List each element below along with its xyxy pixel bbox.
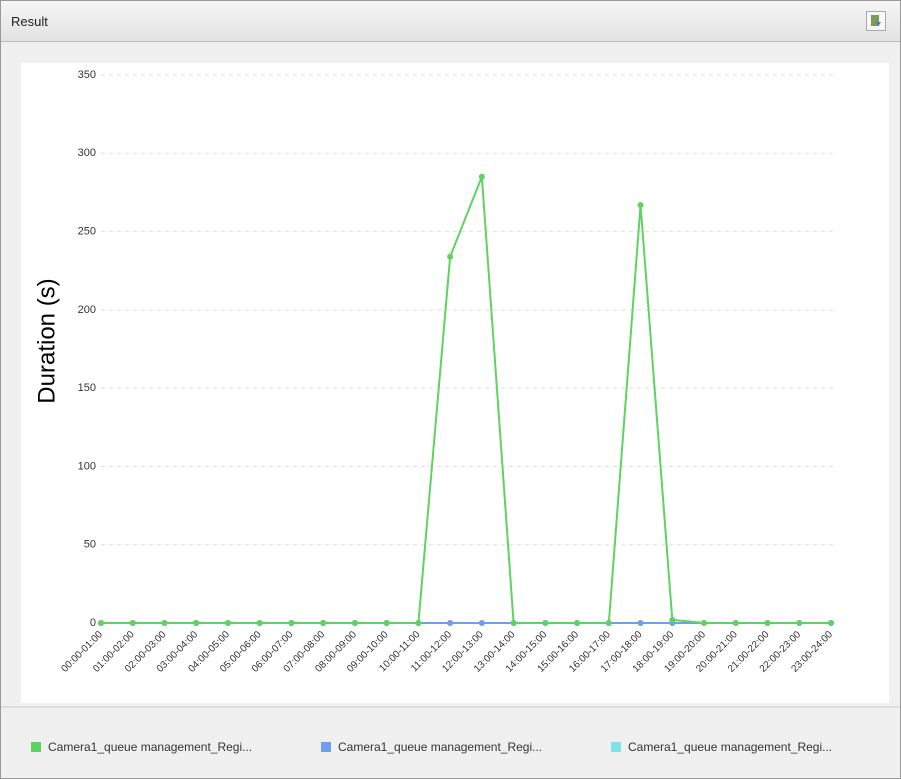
legend-swatch [611, 742, 621, 752]
panel-title: Result [11, 14, 48, 29]
point [605, 620, 612, 626]
point [351, 620, 358, 626]
legend-label: Camera1_queue management_Regi... [628, 740, 832, 754]
point [161, 620, 168, 626]
point [383, 620, 390, 626]
series-line [101, 176, 831, 624]
point [542, 620, 549, 626]
y-tick-label: 350 [78, 69, 96, 81]
y-tick-label: 100 [78, 460, 96, 472]
point [574, 620, 581, 626]
legend-swatch [321, 742, 331, 752]
point [796, 620, 803, 626]
point [637, 620, 644, 626]
point [637, 201, 644, 208]
export-icon [871, 15, 881, 26]
point [828, 620, 834, 626]
y-axis-label: Duration (s) [33, 278, 60, 403]
export-button[interactable] [866, 11, 886, 31]
point [224, 620, 231, 626]
legend-swatch [31, 742, 41, 752]
point [129, 620, 136, 626]
point [478, 173, 485, 180]
plot-background [21, 63, 889, 703]
point [193, 620, 200, 626]
y-tick-label: 200 [78, 304, 96, 316]
y-tick-label: 250 [78, 225, 96, 237]
legend-label: Camera1_queue management_Regi... [338, 740, 542, 754]
point [701, 620, 708, 626]
panel-header: Result [1, 1, 900, 42]
legend-label: Camera1_queue management_Regi... [48, 740, 252, 754]
y-tick-label: 150 [78, 382, 96, 394]
point [447, 253, 454, 260]
point [256, 620, 263, 626]
point [478, 620, 485, 626]
point [669, 616, 676, 623]
point [288, 620, 295, 626]
point [320, 620, 327, 626]
point [447, 620, 454, 626]
y-tick-label: 0 [90, 617, 96, 629]
point [732, 620, 739, 626]
point [510, 620, 517, 626]
point [764, 620, 771, 626]
point [98, 620, 104, 626]
point [415, 620, 422, 626]
y-tick-label: 300 [78, 147, 96, 159]
y-tick-label: 50 [84, 539, 96, 551]
